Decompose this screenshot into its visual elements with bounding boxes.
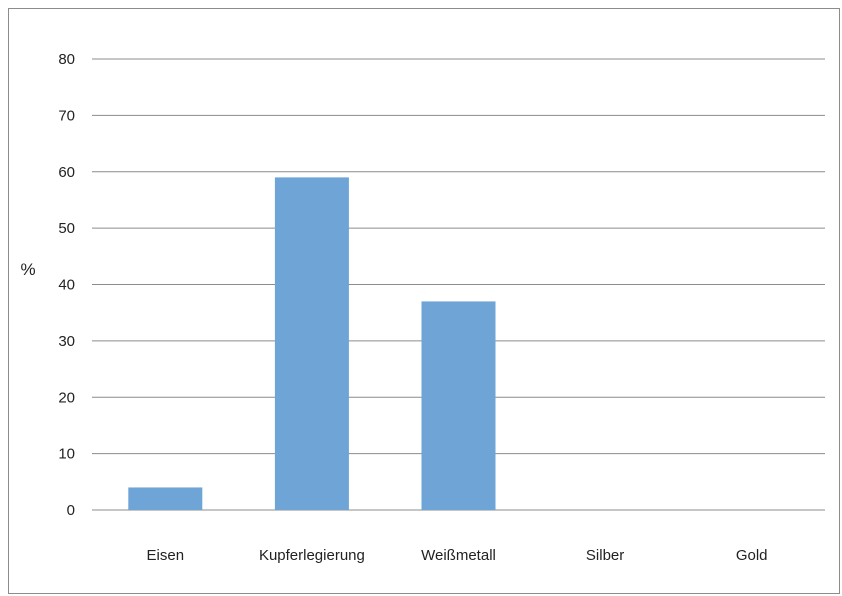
y-axis-title: % <box>20 260 35 279</box>
chart-frame: 0 10 20 30 40 50 60 70 80 Eisen Kupferlegierung We… <box>8 8 840 594</box>
y-tick-label: 50 <box>58 220 75 237</box>
y-tick-label: 80 <box>58 51 75 68</box>
y-tick-label: 30 <box>58 333 75 350</box>
category-labels: Eisen Kupferlegierung Weißmetall Silber Gold <box>147 547 768 564</box>
bar-kupferlegierung <box>274 177 349 510</box>
y-tick-label: 70 <box>58 107 75 124</box>
bar-eisen <box>128 487 203 510</box>
y-tick-label: 10 <box>58 446 75 463</box>
category-label: Kupferlegierung <box>259 547 365 564</box>
category-label: Gold <box>736 547 768 564</box>
bar-chart: 0 10 20 30 40 50 60 70 80 Eisen Kupferlegierung We… <box>20 51 825 564</box>
bar-weißmetall <box>421 301 496 510</box>
gridlines <box>92 58 825 511</box>
y-tick-label: 40 <box>58 277 75 294</box>
y-tick-label: 60 <box>58 164 75 181</box>
y-tick-label: 0 <box>67 502 75 519</box>
category-label: Weißmetall <box>421 547 496 564</box>
y-tick-labels: 0 10 20 30 40 50 60 70 80 <box>58 51 75 519</box>
category-label: Eisen <box>147 547 185 564</box>
category-label: Silber <box>586 547 624 564</box>
y-tick-label: 20 <box>58 389 75 406</box>
bars <box>128 177 496 510</box>
